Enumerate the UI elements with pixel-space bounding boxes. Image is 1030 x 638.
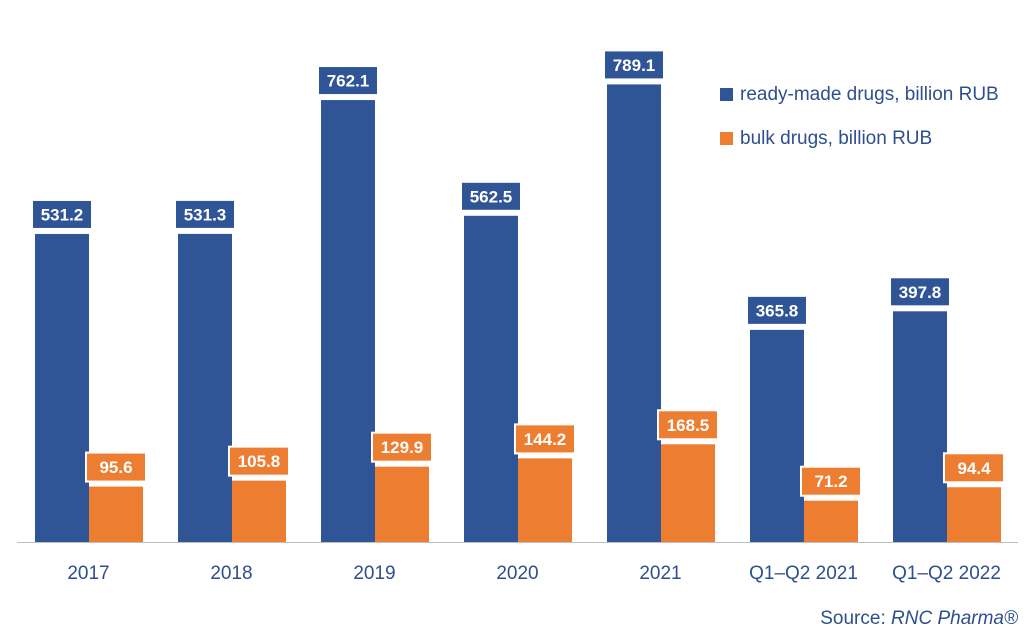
legend-swatch-0: [720, 88, 733, 101]
bar-s1-4: [661, 444, 715, 542]
source-name: RNC Pharma®: [891, 608, 1018, 629]
data-label-box-s1-4: [657, 409, 719, 441]
data-label-s1-0: 95.6: [99, 458, 132, 477]
data-label-s0-1: 531.3: [184, 205, 227, 224]
data-label-box-s1-6: [943, 452, 1005, 484]
bar-s1-5: [804, 500, 858, 542]
x-tick-labels: 2017 2018 2019 2020 2021 Q1–Q2 2021 Q1–Q2 2022: [67, 563, 1001, 584]
bars-layer: [35, 84, 1001, 543]
data-label-box-s1-2: [371, 431, 433, 463]
data-label-s1-1: 105.8: [238, 452, 281, 471]
bar-s0-2: [321, 100, 375, 542]
bar-s1-6: [947, 487, 1001, 542]
source-note: Source: RNC Pharma®: [820, 608, 1018, 630]
x-tick-label-1: 2018: [210, 563, 252, 584]
source-prefix: Source:: [820, 608, 892, 629]
bar-s0-1: [178, 233, 232, 543]
bar-s0-5: [750, 329, 804, 542]
data-label-s1-6: 94.4: [957, 459, 991, 478]
bar-s1-3: [518, 458, 572, 542]
bar-s1-0: [89, 486, 143, 542]
data-label-box-s0-4: [603, 49, 665, 81]
data-label-s0-2: 762.1: [327, 72, 370, 91]
bar-s1-2: [375, 466, 429, 542]
legend-label-0: ready-made drugs, billion RUB: [740, 84, 999, 105]
bar-s0-0: [35, 233, 89, 542]
data-label-box-s0-5: [746, 294, 808, 326]
x-tick-label-5: Q1–Q2 2021: [749, 563, 858, 584]
bar-s1-1: [232, 480, 286, 542]
data-label-box-s1-0: [85, 451, 147, 483]
data-label-s0-3: 562.5: [470, 187, 513, 206]
x-tick-label-4: 2021: [639, 563, 681, 584]
x-tick-label-2: 2019: [353, 563, 395, 584]
x-tick-label-0: 2017: [67, 563, 109, 584]
data-label-s1-2: 129.9: [381, 438, 424, 457]
data-label-s1-3: 144.2: [524, 430, 567, 449]
x-tick-label-3: 2020: [496, 563, 538, 584]
data-label-box-s1-5: [800, 465, 862, 497]
data-label-box-s0-2: [317, 65, 379, 97]
data-label-s0-4: 789.1: [613, 56, 656, 75]
x-tick-label-6: Q1–Q2 2022: [892, 563, 1001, 584]
bar-s0-4: [607, 84, 661, 542]
data-label-box-s1-3: [514, 423, 576, 455]
legend: ready-made drugs, billion RUB bulk drugs,…: [720, 84, 999, 149]
data-label-box-s0-1: [174, 198, 236, 230]
bar-s0-3: [464, 215, 518, 542]
data-label-box-s0-0: [31, 198, 93, 230]
data-labels: 531.2 95.6 531.3 105.8 762.1 129.9 562.5 144.2 7…: [31, 49, 1005, 497]
bar-s0-6: [893, 311, 947, 542]
data-label-s0-0: 531.2: [41, 205, 84, 224]
data-label-box-s0-3: [460, 180, 522, 212]
data-label-s1-5: 71.2: [814, 472, 847, 491]
data-label-s0-6: 397.8: [899, 283, 942, 302]
data-label-box-s0-6: [889, 276, 951, 308]
legend-label-1: bulk drugs, billion RUB: [740, 128, 932, 149]
legend-swatch-1: [720, 132, 733, 145]
data-label-s1-4: 168.5: [667, 416, 710, 435]
data-label-s0-5: 365.8: [756, 301, 799, 320]
data-label-box-s1-1: [228, 445, 290, 477]
